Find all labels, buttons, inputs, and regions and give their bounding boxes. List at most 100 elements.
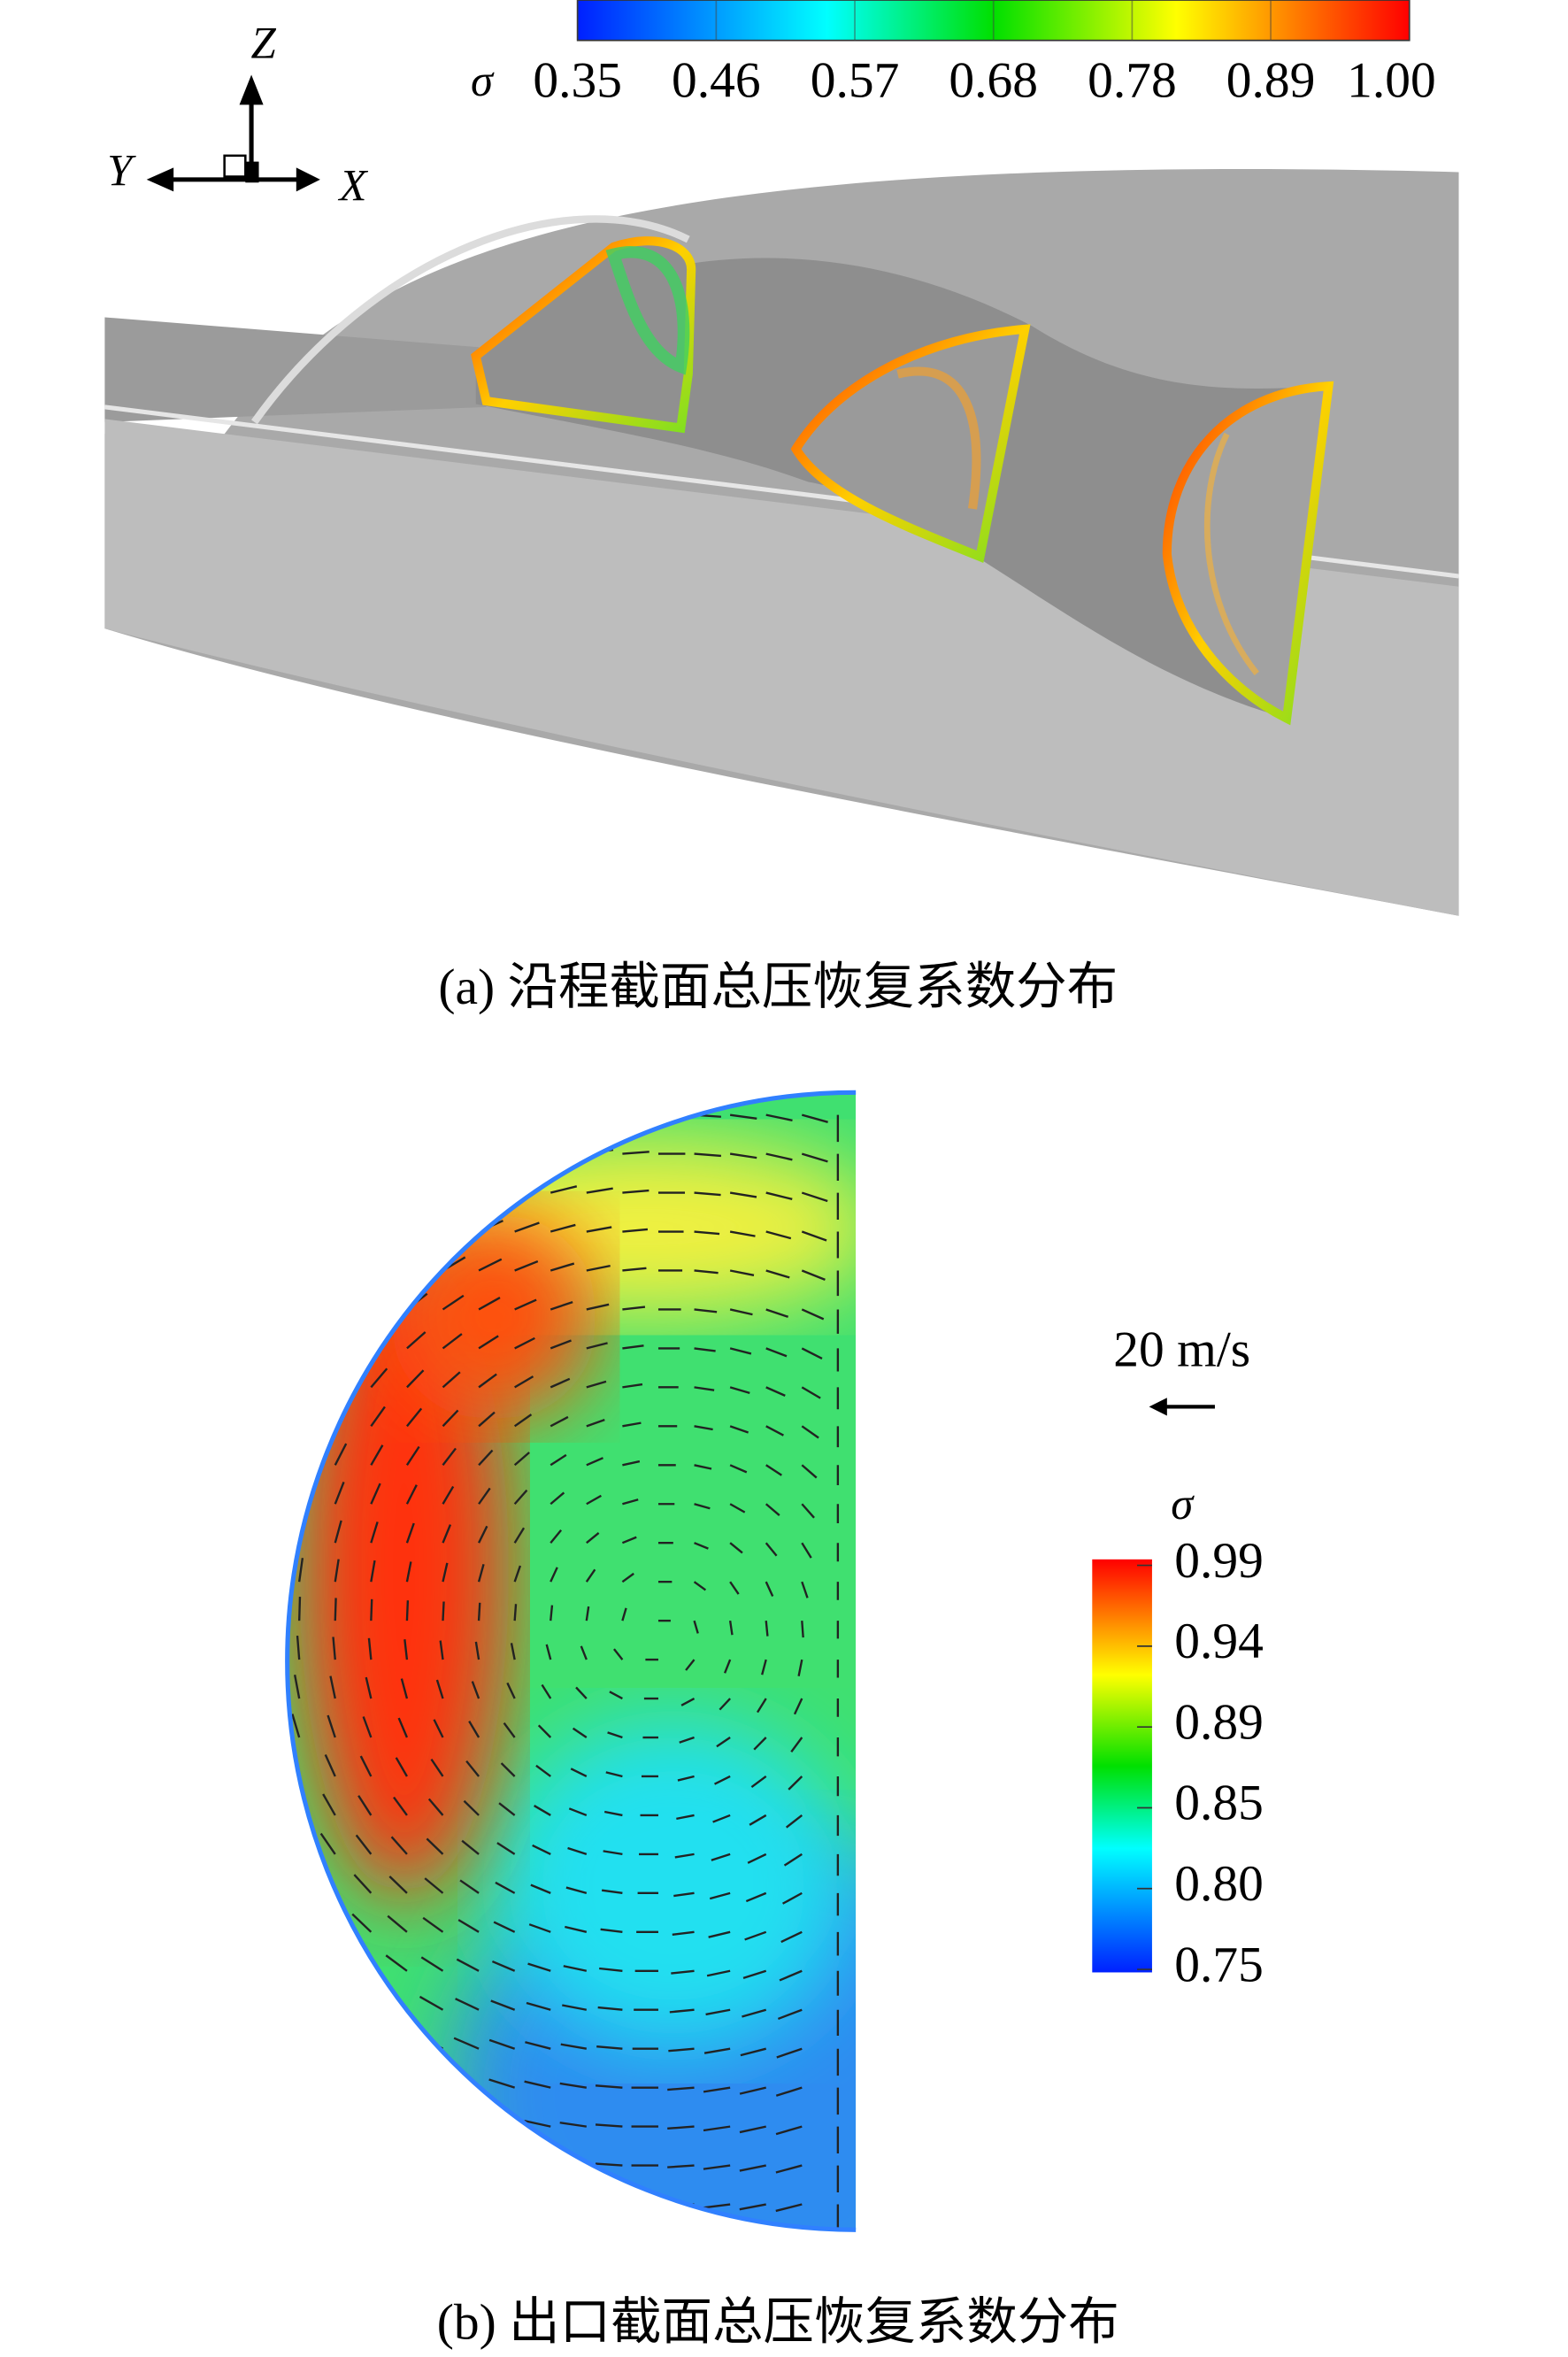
velocity-vector — [293, 1675, 301, 1699]
velocity-vector — [729, 1503, 746, 1514]
velocity-vector — [703, 2086, 731, 2093]
velocity-vector — [312, 2071, 336, 2089]
velocity-vector — [478, 1297, 501, 1311]
velocity-vector — [703, 2047, 731, 2054]
velocity-vector — [609, 1691, 623, 1700]
velocity-vector — [324, 1753, 336, 1777]
velocity-vector — [314, 1951, 336, 1972]
velocity-vector — [370, 1252, 393, 1272]
velocity-vector — [510, 1643, 516, 1660]
velocity-vector — [729, 1425, 749, 1434]
aircraft-geometry — [104, 169, 1459, 916]
velocity-vector — [513, 1452, 530, 1467]
velocity-vector — [775, 2086, 803, 2097]
velocity-vector — [478, 1335, 499, 1350]
velocity-vector — [586, 1457, 603, 1467]
velocity-vector — [694, 1347, 716, 1352]
velocity-vector — [406, 1178, 431, 1194]
velocity-vector — [316, 1911, 336, 1933]
velocity-vector — [622, 1344, 644, 1350]
vector-scale-arrow — [1149, 1398, 1215, 1416]
velocity-vector — [597, 2006, 623, 2011]
velocity-vector — [585, 1568, 596, 1583]
velocity-vector — [359, 1755, 373, 1777]
velocity-vector — [514, 1259, 539, 1272]
velocity-vector — [693, 1581, 707, 1591]
velocity-vector — [739, 2164, 766, 2172]
velocity-vector — [781, 1891, 803, 1905]
velocity-vector — [785, 1814, 803, 1829]
velocity-vector — [728, 1620, 734, 1636]
velocity-vector — [418, 2114, 443, 2128]
velocity-vector — [405, 1445, 420, 1466]
velocity-vector — [312, 2031, 336, 2050]
velocity-vector — [385, 1954, 408, 1972]
velocity-vector — [334, 1598, 337, 1621]
velocity-vector — [287, 2149, 300, 2167]
velocity-vector — [370, 1406, 386, 1428]
colorbar-tick-label: 1.00 — [1347, 53, 1436, 109]
velocity-vector — [442, 1294, 465, 1311]
velocity-vector — [777, 2008, 803, 2021]
velocity-vector — [560, 2043, 588, 2050]
velocity-vector — [550, 1605, 554, 1621]
velocity-vector — [357, 1795, 373, 1816]
velocity-vector — [685, 1659, 696, 1671]
velocity-vector — [550, 1339, 572, 1350]
velocity-vector — [622, 1189, 649, 1194]
velocity-vector — [347, 2112, 372, 2128]
velocity-vector — [575, 1686, 588, 1699]
velocity-vector — [478, 1181, 504, 1194]
velocity-vector — [477, 1564, 485, 1583]
velocity-vector — [405, 1522, 415, 1544]
velocity-vector — [765, 1347, 788, 1358]
velocity-vector — [621, 1607, 627, 1621]
velocity-vector — [550, 1491, 565, 1506]
velocity-vector — [287, 2069, 300, 2089]
velocity-vector — [442, 1103, 469, 1116]
velocity-vector — [562, 2004, 588, 2011]
velocity-vector — [801, 1621, 804, 1638]
velocity-vector — [622, 1421, 642, 1428]
velocity-vector — [406, 1254, 430, 1272]
velocity-vector — [417, 2154, 443, 2167]
velocity-vector — [370, 1290, 392, 1311]
velocity-vector — [742, 1969, 767, 1980]
velocity-vector — [719, 1698, 731, 1711]
velocity-vector — [370, 1367, 388, 1389]
velocity-vector — [580, 1645, 588, 1660]
velocity-vector — [622, 1306, 646, 1311]
velocity-vector — [530, 1883, 551, 1894]
velocity-vector — [586, 1303, 610, 1311]
velocity-vector — [765, 1308, 789, 1318]
colorbar-tick-label: 0.57 — [811, 53, 900, 109]
velocity-vector — [496, 1842, 516, 1855]
velocity-vector — [524, 2159, 551, 2167]
velocity-vector — [765, 1269, 790, 1279]
velocity-vector — [297, 1597, 302, 1621]
velocity-vector — [346, 2191, 372, 2206]
colorbar-b-ticks: 0.99 0.94 0.89 0.85 0.80 0.75 — [1137, 1533, 1264, 1992]
velocity-vector — [714, 1775, 731, 1785]
velocity-vector — [435, 1679, 444, 1699]
velocity-vector — [417, 2193, 443, 2206]
velocity-vector — [405, 1600, 410, 1621]
velocity-vector — [550, 1529, 563, 1544]
velocity-vector — [424, 1877, 444, 1894]
velocity-vector — [793, 1698, 803, 1715]
velocity-vector — [287, 2189, 300, 2206]
velocity-vector — [775, 2125, 803, 2136]
velocity-vector — [525, 2041, 551, 2050]
colorbar-tick-label: 0.80 — [1174, 1856, 1264, 1912]
caption-b: (b) 出口截面总压恢复系数分布 — [437, 2294, 1119, 2350]
velocity-vector — [765, 1191, 793, 1200]
velocity-vector — [311, 2190, 336, 2206]
velocity-vector — [765, 1503, 780, 1516]
velocity-vector — [405, 1484, 418, 1505]
velocity-vector — [334, 1443, 348, 1466]
colorbar-tick-label: 0.89 — [1226, 53, 1316, 109]
velocity-vector — [334, 1213, 357, 1233]
velocity-vector — [406, 1369, 425, 1389]
velocity-vector — [334, 1290, 356, 1311]
velocity-vector — [471, 1681, 480, 1699]
